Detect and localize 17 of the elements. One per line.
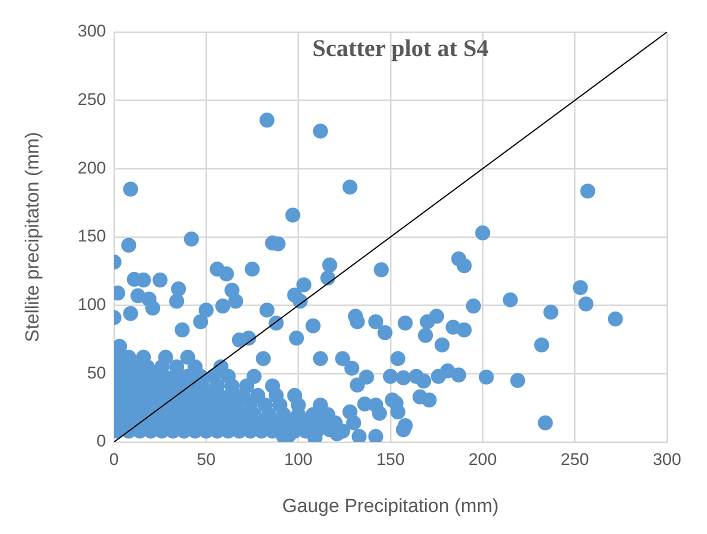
- y-tick-label: 100: [78, 295, 106, 314]
- x-tick-label: 300: [652, 450, 682, 469]
- y-axis-title: Stellite precipitaton (mm): [22, 132, 44, 342]
- x-tick-label: 50: [196, 450, 216, 469]
- x-axis-title: Gauge Precipitation (mm): [282, 496, 499, 517]
- y-tick-label: 50: [87, 363, 106, 382]
- y-tick-label: 150: [78, 226, 106, 246]
- y-tick-label: 0: [96, 432, 106, 451]
- x-tick-label: 250: [560, 450, 590, 469]
- y-tick-label: 250: [78, 90, 106, 110]
- x-tick-label: 150: [376, 450, 405, 469]
- y-tick-label: 300: [78, 22, 106, 41]
- x-tick-label: 100: [284, 450, 313, 469]
- chart-title: Scatter plot at S4: [312, 36, 489, 62]
- x-tick-label: 0: [109, 450, 119, 469]
- y-tick-label: 200: [78, 158, 106, 178]
- x-tick-label: 200: [468, 450, 497, 469]
